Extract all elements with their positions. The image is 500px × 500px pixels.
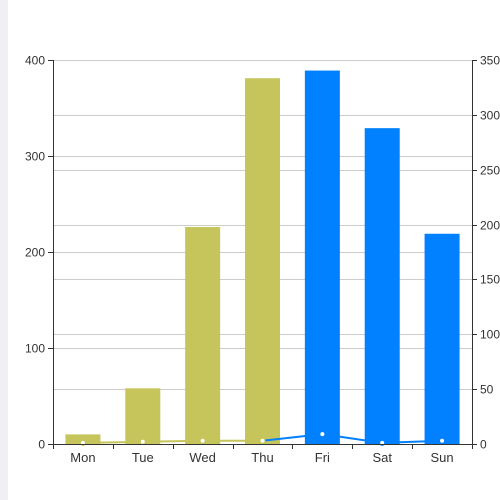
y-right-tick-label: 200 — [480, 219, 500, 233]
x-tick-label: Fri — [315, 450, 330, 465]
y-right-tick-label: 350 — [480, 54, 500, 68]
line-point-fri[interactable] — [319, 431, 326, 438]
bars-layer — [65, 70, 460, 445]
line-point-sun[interactable] — [439, 437, 446, 444]
combo-chart: 0 100 200 300 400 0 50 100 150 200 250 300 350 Mon Tue… — [25, 54, 500, 466]
y-left-tick-label: 400 — [25, 54, 45, 68]
x-tick-label: Mon — [70, 450, 95, 465]
y-right-tick-label: 50 — [480, 383, 494, 397]
bar-sat[interactable] — [364, 128, 400, 444]
line-segment — [381, 439, 444, 444]
bar-thu[interactable] — [245, 78, 280, 445]
chart-panel: 0 100 200 300 400 0 50 100 150 200 250 300 350 Mon Tue… — [8, 0, 500, 500]
y-right-tick-label: 250 — [480, 164, 500, 178]
y-right-tick-label: 300 — [480, 109, 500, 123]
line-segment — [141, 439, 204, 443]
bar-fri[interactable] — [304, 70, 340, 444]
line-segment — [261, 433, 324, 442]
x-tick-label: Sat — [372, 450, 392, 465]
line-point-wed[interactable] — [199, 437, 206, 444]
line-point-tue[interactable] — [139, 438, 146, 445]
line-point-thu[interactable] — [259, 437, 266, 444]
y-right-tick-label: 0 — [480, 438, 487, 452]
bar-mon[interactable] — [65, 434, 101, 444]
bar-wed[interactable] — [185, 227, 221, 444]
bar-tue[interactable] — [125, 388, 161, 444]
line-segment — [81, 440, 144, 444]
x-tick-label: Thu — [251, 450, 273, 465]
x-tick-label: Sun — [431, 450, 454, 465]
bar-sun[interactable] — [424, 233, 460, 444]
x-tick-label: Wed — [189, 450, 216, 465]
y-right-tick-label: 150 — [480, 273, 500, 287]
y-right-tick-label: 100 — [480, 328, 500, 342]
y-left-tick-label: 100 — [25, 342, 45, 356]
y-left-tick-label: 0 — [38, 438, 45, 452]
y-left-tick-label: 300 — [25, 150, 45, 164]
x-tick-label: Tue — [132, 450, 154, 465]
axis-layer: 0 100 200 300 400 0 50 100 150 200 250 300 350 Mon Tue… — [25, 54, 500, 466]
line-segment — [321, 433, 384, 444]
y-left-tick-label: 200 — [25, 246, 45, 260]
